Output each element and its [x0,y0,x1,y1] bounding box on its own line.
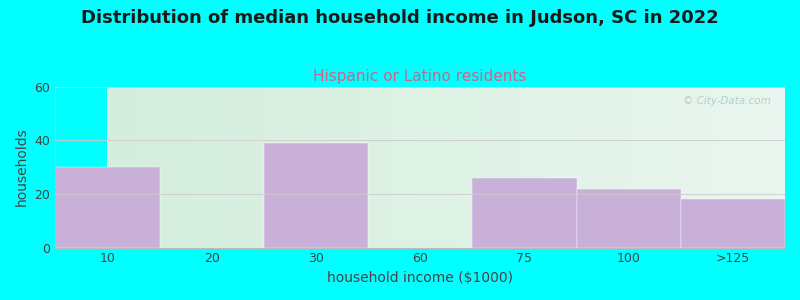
Title: Hispanic or Latino residents: Hispanic or Latino residents [314,69,527,84]
Bar [681,199,785,248]
Bar [55,167,159,248]
Text: Distribution of median household income in Judson, SC in 2022: Distribution of median household income … [81,9,719,27]
Y-axis label: households: households [15,128,29,206]
Text: © City-Data.com: © City-Data.com [682,96,770,106]
Bar [577,188,681,248]
X-axis label: household income ($1000): household income ($1000) [327,271,513,285]
Bar [472,178,577,247]
Bar [264,143,368,247]
